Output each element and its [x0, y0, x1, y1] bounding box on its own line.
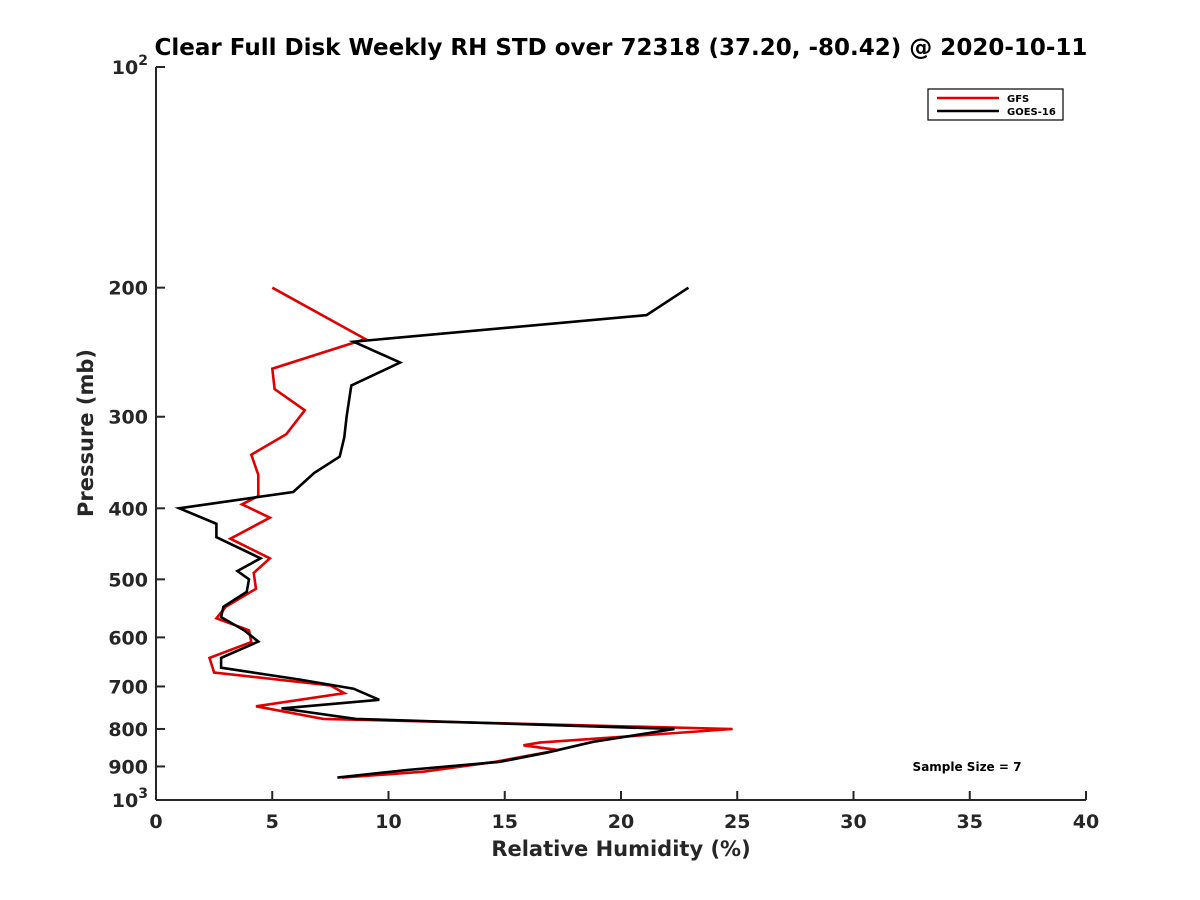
y-tick-label: 400	[108, 498, 148, 520]
legend-label: GOES-16	[1007, 107, 1056, 118]
axes: 0 5 10 15 20 25 30 35 40102200300400500600700800…	[108, 53, 1099, 833]
x-tick-label: 30	[840, 811, 866, 833]
plot-area	[174, 286, 733, 779]
x-tick-label: 0	[149, 811, 162, 833]
y-tick-label: 800	[108, 719, 148, 741]
y-axis-label: Pressure (mb)	[74, 349, 98, 517]
series-line-goes-16	[174, 286, 690, 779]
y-tick-label: 500	[108, 569, 148, 591]
chart-title: Clear Full Disk Weekly RH STD over 72318…	[155, 35, 1088, 61]
sample-size-annotation: Sample Size = 7	[913, 760, 1022, 774]
y-tick-label: 300	[108, 407, 148, 429]
y-tick-label: 600	[108, 627, 148, 649]
x-tick-label: 40	[1073, 811, 1099, 833]
x-tick-label: 15	[492, 811, 518, 833]
x-tick-label: 20	[608, 811, 634, 833]
x-tick-label: 35	[957, 811, 983, 833]
y-tick-label: 700	[108, 676, 148, 698]
x-tick-label: 5	[266, 811, 279, 833]
x-axis-label: Relative Humidity (%)	[491, 837, 750, 861]
legend-label: GFS	[1007, 94, 1029, 105]
legend-box	[927, 88, 1064, 121]
x-tick-label: 10	[375, 811, 401, 833]
x-tick-label: 25	[724, 811, 750, 833]
y-tick-label: 900	[108, 756, 148, 778]
legend: GFS GOES-16	[927, 88, 1064, 121]
y-tick-label: 200	[108, 278, 148, 300]
